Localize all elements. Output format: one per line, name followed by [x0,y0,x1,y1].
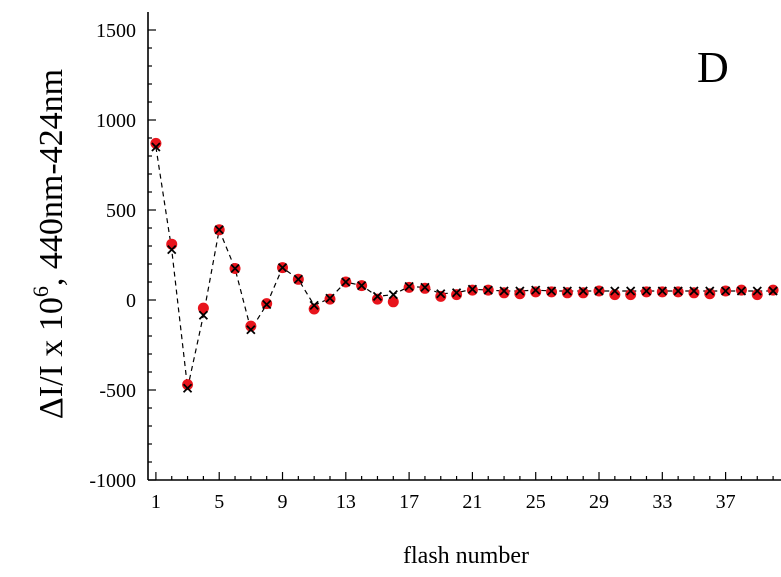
circle-point [387,296,399,308]
circle-point [530,286,542,298]
cross-point [546,286,557,296]
circle-point [197,302,209,314]
cross-point [341,277,351,287]
cross-point [309,300,319,311]
cross-point [404,281,414,292]
x-tick-label: 37 [716,491,736,513]
x-tick-label: 33 [652,491,672,513]
y-tick-label: 1000 [96,110,136,132]
x-axis-title: flash number [403,543,529,569]
y-tick-label: 1500 [96,20,136,42]
cross-point [451,288,462,298]
x-tick-label: 1 [151,491,161,513]
y-tick-label: 500 [106,200,136,222]
cross-point [483,285,493,295]
series-circle-markers [150,137,779,391]
x-tick-label: 17 [399,491,419,513]
cross-point [578,286,588,296]
cross-point [720,286,731,296]
axes [147,12,781,481]
cross-point [357,280,367,291]
cross-point [641,286,652,296]
cross-point [752,286,762,296]
cross-point [230,263,240,274]
cross-point [214,225,224,235]
y-tick-label: -1000 [89,470,136,492]
x-tick-label: 9 [278,491,288,513]
circle-point [609,289,621,301]
cross-point [420,282,430,293]
cross-point [198,310,209,320]
circle-point [371,293,383,305]
cross-point [657,286,667,296]
series-dashed-line [155,146,774,389]
circle-point [182,379,194,391]
y-axis-title-exponent: 6 [28,286,53,297]
cross-point [151,142,161,152]
cross-point [531,285,541,295]
circle-point [751,289,763,301]
y-axis-ticks: -1000 -500 0 500 1000 1500 [89,20,156,492]
panel-label: D [697,43,729,92]
cross-point [499,286,509,296]
cross-point [388,289,398,300]
circle-point [498,287,510,299]
cross-point [705,286,715,296]
cross-point [436,289,446,299]
cross-point [372,291,383,302]
circle-point [561,287,573,299]
cross-point [673,286,683,296]
circle-point [704,288,716,300]
y-axis-title-rest: , 440nm-424nm [33,69,70,286]
circle-point [577,287,589,299]
y-axis-title: ΔI/I x 106, 440nm-424nm [28,69,70,419]
cross-point [167,244,177,255]
cross-point [467,284,478,294]
circle-point [451,289,463,301]
cross-point [594,286,604,296]
series-cross-markers [151,142,778,393]
cross-point [736,286,747,296]
circle-point [150,137,162,149]
x-tick-label: 29 [589,491,609,513]
cross-point [515,286,525,296]
y-tick-label: 0 [126,290,136,312]
circle-point [688,287,700,299]
cross-point [182,383,193,393]
cross-point [689,286,699,296]
x-tick-label: 13 [336,491,356,513]
circle-point [514,288,526,300]
cross-point [293,274,303,284]
cross-point [610,286,620,296]
x-tick-label: 21 [462,491,482,513]
circle-point [166,238,178,250]
series-dashed-path [155,146,774,389]
circle-point [625,289,637,301]
x-tick-label: 25 [526,491,546,513]
x-axis-ticks: 1 5 9 13 17 21 25 29 33 37 [151,472,774,513]
x-tick-label: 5 [214,491,224,513]
cross-point [277,262,288,273]
y-tick-label: -500 [99,380,136,402]
cross-point [262,299,272,310]
cross-point [562,286,572,296]
cross-point [246,325,256,335]
circle-point [245,320,257,332]
circle-point [308,303,320,315]
cross-point [768,286,778,296]
cross-point [626,286,636,296]
circle-point [435,290,447,302]
y-axis-title-main: ΔI/I x 10 [33,297,70,419]
cross-point [325,293,335,303]
